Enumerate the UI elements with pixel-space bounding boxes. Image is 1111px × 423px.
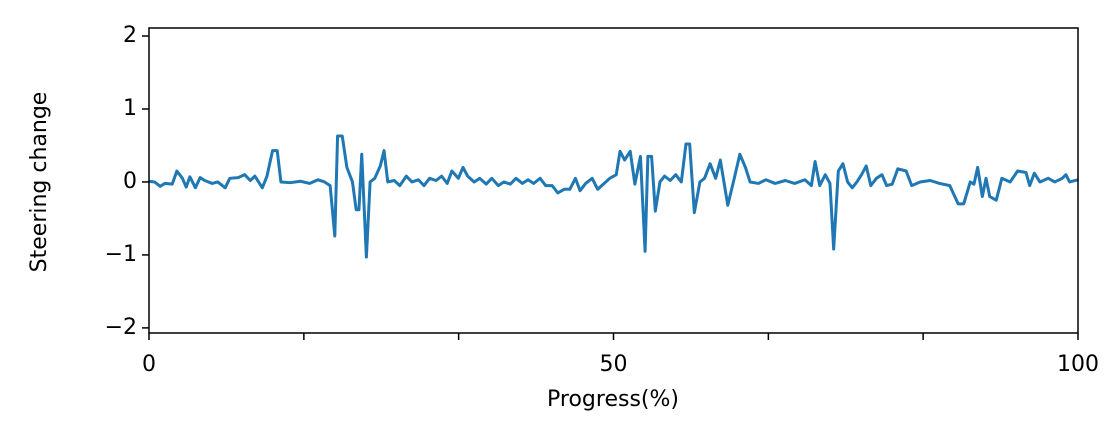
y-tick-label: 0 [123,169,137,194]
y-tick-label: 2 [123,23,137,48]
y-tick-label: −1 [105,242,137,267]
y-tick-label: −2 [105,315,137,340]
x-tick-label: 50 [600,352,628,377]
y-tick-label: 1 [123,96,137,121]
x-axis-label: Progress(%) [547,387,679,412]
x-tick-label: 100 [1057,352,1099,377]
plot-frame [148,27,1079,334]
data-line [148,134,1079,259]
y-axis-label: Steering change [27,92,52,273]
x-tick-label: 0 [142,352,156,377]
